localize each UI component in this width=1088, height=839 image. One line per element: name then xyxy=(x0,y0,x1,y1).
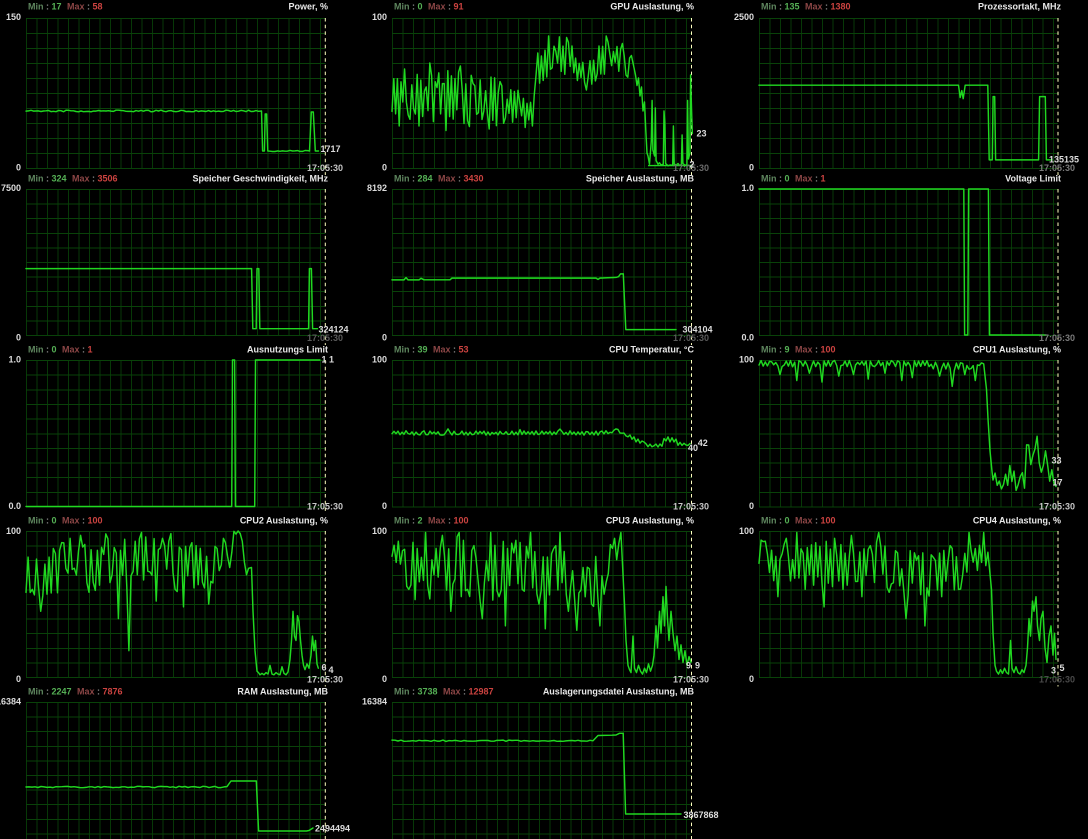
svg-text:7500: 7500 xyxy=(1,183,21,193)
svg-text:Max : 12987: Max : 12987 xyxy=(443,687,494,697)
svg-text:Max : 3506: Max : 3506 xyxy=(72,174,118,184)
svg-text:17:05:30: 17:05:30 xyxy=(307,502,343,512)
svg-text:17:05:30: 17:05:30 xyxy=(1039,675,1075,685)
svg-text:2500: 2500 xyxy=(734,12,754,22)
svg-text:Min : 135: Min : 135 xyxy=(761,1,800,11)
svg-text:17:05:30: 17:05:30 xyxy=(307,333,343,343)
svg-text:17:05:30: 17:05:30 xyxy=(673,333,709,343)
svg-text:17:05:30: 17:05:30 xyxy=(673,675,709,685)
svg-text:17:05:30: 17:05:30 xyxy=(673,502,709,512)
svg-text:2: 2 xyxy=(690,160,695,170)
svg-text:Max : 58: Max : 58 xyxy=(67,1,103,11)
svg-text:0: 0 xyxy=(382,333,387,343)
svg-text:Max : 91: Max : 91 xyxy=(428,1,464,11)
svg-text:0: 0 xyxy=(749,501,754,511)
svg-text:Min : 284: Min : 284 xyxy=(394,174,433,184)
svg-text:100: 100 xyxy=(739,355,754,365)
svg-text:17:05:30: 17:05:30 xyxy=(1039,333,1075,343)
svg-text:Max : 3430: Max : 3430 xyxy=(438,174,484,184)
svg-text:0: 0 xyxy=(16,333,21,343)
svg-text:0: 0 xyxy=(382,674,387,684)
svg-text:8192: 8192 xyxy=(367,183,387,193)
svg-text:42: 42 xyxy=(698,438,708,448)
svg-text:Min : 9: Min : 9 xyxy=(761,345,790,355)
svg-text:16384: 16384 xyxy=(362,697,387,707)
svg-text:0: 0 xyxy=(382,501,387,511)
svg-text:CPU3 Auslastung, %: CPU3 Auslastung, % xyxy=(606,516,694,526)
svg-text:304104: 304104 xyxy=(683,325,713,335)
svg-text:17:05:30: 17:05:30 xyxy=(673,163,709,173)
svg-text:Max : 53: Max : 53 xyxy=(433,345,469,355)
svg-text:RAM Auslastung, MB: RAM Auslastung, MB xyxy=(237,687,328,697)
svg-text:Prozessortakt, MHz: Prozessortakt, MHz xyxy=(978,1,1062,11)
svg-text:0: 0 xyxy=(16,163,21,173)
svg-text:5: 5 xyxy=(1060,663,1065,673)
svg-text:0.0: 0.0 xyxy=(741,333,754,343)
svg-text:Max : 1: Max : 1 xyxy=(795,174,826,184)
svg-text:Min : 17: Min : 17 xyxy=(28,1,62,11)
svg-text:324124: 324124 xyxy=(319,325,349,335)
svg-text:17: 17 xyxy=(1053,478,1063,488)
svg-text:0.0: 0.0 xyxy=(8,501,21,511)
svg-text:6: 6 xyxy=(322,663,327,673)
svg-text:17:05:30: 17:05:30 xyxy=(307,163,343,173)
svg-text:1.0: 1.0 xyxy=(741,183,754,193)
svg-text:Power, %: Power, % xyxy=(288,1,328,11)
svg-text:CPU1 Auslastung, %: CPU1 Auslastung, % xyxy=(973,345,1061,355)
svg-text:GPU Auslastung, %: GPU Auslastung, % xyxy=(610,1,694,11)
svg-text:0: 0 xyxy=(749,674,754,684)
svg-text:Min : 2: Min : 2 xyxy=(394,516,423,526)
svg-text:Min : 0: Min : 0 xyxy=(394,1,423,11)
svg-text:1 1: 1 1 xyxy=(322,354,335,364)
svg-text:CPU2 Auslastung, %: CPU2 Auslastung, % xyxy=(240,516,328,526)
svg-text:23: 23 xyxy=(697,129,707,139)
svg-text:17:05:30: 17:05:30 xyxy=(307,675,343,685)
svg-text:Max : 1: Max : 1 xyxy=(62,345,93,355)
svg-text:CPU4 Auslastung, %: CPU4 Auslastung, % xyxy=(973,516,1061,526)
svg-text:Min : 39: Min : 39 xyxy=(394,345,428,355)
svg-text:Min : 0: Min : 0 xyxy=(28,516,57,526)
svg-text:Auslagerungsdatei Auslastung,: Auslagerungsdatei Auslastung, MB xyxy=(543,687,695,697)
svg-text:CPU Temperatur, °C: CPU Temperatur, °C xyxy=(609,345,694,355)
svg-text:Min : 0: Min : 0 xyxy=(761,516,790,526)
svg-text:Max : 100: Max : 100 xyxy=(62,516,103,526)
svg-text:17:05:30: 17:05:30 xyxy=(1039,163,1075,173)
svg-text:0: 0 xyxy=(382,163,387,173)
svg-text:100: 100 xyxy=(6,526,21,536)
svg-text:Max : 100: Max : 100 xyxy=(428,516,469,526)
svg-text:0: 0 xyxy=(749,163,754,173)
svg-text:Min : 324: Min : 324 xyxy=(28,174,67,184)
svg-text:3867868: 3867868 xyxy=(684,810,719,820)
svg-text:40: 40 xyxy=(688,443,698,453)
svg-text:Speicher Geschwindigkeit, MHz: Speicher Geschwindigkeit, MHz xyxy=(192,174,328,184)
svg-text:0: 0 xyxy=(16,674,21,684)
svg-text:Speicher Auslastung, MB: Speicher Auslastung, MB xyxy=(586,174,695,184)
svg-text:Max : 1380: Max : 1380 xyxy=(805,1,851,11)
svg-text:4: 4 xyxy=(329,665,334,675)
svg-text:3: 3 xyxy=(1051,666,1056,676)
svg-text:1717: 1717 xyxy=(321,144,341,154)
svg-text:Min : 2247: Min : 2247 xyxy=(28,687,72,697)
svg-text:1.0: 1.0 xyxy=(8,355,21,365)
svg-text:9: 9 xyxy=(695,661,700,671)
svg-text:Max : 7876: Max : 7876 xyxy=(77,687,123,697)
svg-text:9: 9 xyxy=(686,661,691,671)
svg-text:100: 100 xyxy=(372,12,387,22)
svg-text:Ausnutzungs Limit: Ausnutzungs Limit xyxy=(247,345,328,355)
svg-text:17:05:30: 17:05:30 xyxy=(1039,502,1075,512)
svg-text:Max : 100: Max : 100 xyxy=(795,345,836,355)
svg-text:Max : 100: Max : 100 xyxy=(795,516,836,526)
svg-text:100: 100 xyxy=(372,355,387,365)
svg-text:Min : 0: Min : 0 xyxy=(28,345,57,355)
svg-text:Min : 3738: Min : 3738 xyxy=(394,687,438,697)
svg-text:100: 100 xyxy=(739,526,754,536)
svg-text:2494494: 2494494 xyxy=(315,824,350,834)
svg-text:16384: 16384 xyxy=(0,697,21,707)
svg-text:100: 100 xyxy=(372,526,387,536)
svg-text:33: 33 xyxy=(1052,456,1062,466)
svg-text:Voltage Limit: Voltage Limit xyxy=(1005,174,1061,184)
svg-text:150: 150 xyxy=(6,12,21,22)
svg-text:Min : 0: Min : 0 xyxy=(761,174,790,184)
svg-text:135135: 135135 xyxy=(1049,154,1079,164)
